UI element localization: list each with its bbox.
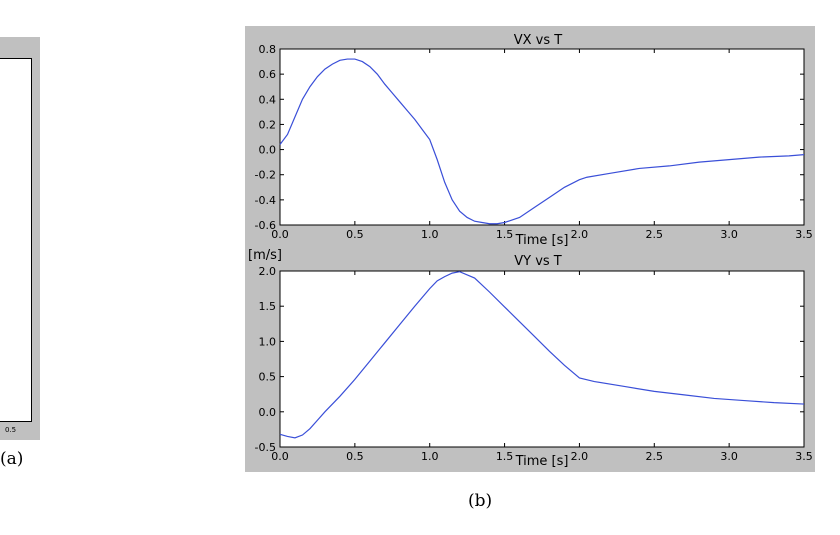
vy-x-axis-label: Time [s]	[515, 454, 569, 469]
y-units-label: [m/s]	[248, 248, 282, 263]
vx-x-axis-label: Time [s]	[515, 233, 569, 248]
vx-x-tick-label: 3.5	[795, 228, 813, 241]
vx-x-tick-label: 3.0	[720, 228, 738, 241]
vy-y-tick-label: 2.0	[259, 265, 277, 278]
vy-y-tick-label: 1.0	[259, 335, 277, 348]
vx-x-tick-label: 1.5	[496, 228, 514, 241]
vy-plot-area	[279, 270, 805, 448]
vy-chart-title: VY vs T	[514, 254, 562, 269]
vy-y-ticks: -0.5 0.0 0.5 1.0 1.5 2.0	[255, 265, 804, 454]
vx-y-tick-label: 0.2	[259, 118, 277, 131]
caption-a: (a)	[0, 449, 24, 469]
panel-a-x-tick-label: 0.5	[5, 426, 17, 434]
vx-subplot: VX vs T 0.0 0.5 1.0 1.5 2.0 2.5 3.0 3.5 -0.6-0.…	[255, 33, 813, 248]
vy-y-tick-label: 1.5	[259, 300, 277, 313]
vx-x-tick-label: 2.5	[646, 228, 664, 241]
vy-x-tick-label: 0.5	[346, 450, 364, 463]
vy-x-tick-label: 2.5	[646, 450, 664, 463]
vx-y-tick-label: 0.4	[259, 93, 277, 106]
vy-x-tick-label: 0.0	[271, 450, 289, 463]
vy-x-tick-label: 2.0	[571, 450, 589, 463]
vx-chart-title: VX vs T	[514, 33, 563, 48]
panel-a-plot-area	[0, 58, 32, 422]
vy-x-ticks: 0.0 0.5 1.0 1.5 2.0 2.5 3.0 3.5	[271, 271, 813, 463]
vx-x-tick-label: 1.0	[421, 228, 439, 241]
vx-y-tick-label: 0.8	[259, 43, 277, 56]
vx-x-tick-label: 0.0	[271, 228, 289, 241]
vx-x-ticks: 0.0 0.5 1.0 1.5 2.0 2.5 3.0 3.5	[271, 49, 813, 241]
vx-series-line	[279, 58, 805, 225]
vx-plot-area	[279, 48, 805, 226]
caption-b: (b)	[468, 491, 493, 511]
vy-y-tick-label: -0.5	[255, 441, 276, 454]
vx-x-tick-label: 2.0	[571, 228, 589, 241]
vy-x-tick-label: 3.5	[795, 450, 813, 463]
vx-y-tick-label: -0.2	[255, 169, 276, 182]
vx-y-tick-label: 0.0	[259, 144, 277, 157]
vy-x-tick-label: 1.5	[496, 450, 514, 463]
vy-y-tick-label: 0.5	[259, 371, 277, 384]
vx-y-tick-label: -0.4	[255, 194, 276, 207]
vy-y-tick-label: 0.0	[259, 406, 277, 419]
vx-y-ticks: -0.6 -0.4 -0.2 0.0 0.2 0.4 0.6 0.8	[255, 43, 804, 232]
vx-y-tick-label: 0.6	[259, 68, 277, 81]
vx-y-tick-label: -0.6	[255, 219, 276, 232]
vy-x-tick-label: 1.0	[421, 450, 439, 463]
vy-x-tick-label: 3.0	[720, 450, 738, 463]
vy-series-line	[279, 271, 805, 439]
vy-subplot: VY vs T 0.0 0.5 1.0 1.5 2.0 2.5 3.0 3.5 -0.50.0…	[255, 254, 813, 469]
vx-x-tick-label: 0.5	[346, 228, 364, 241]
